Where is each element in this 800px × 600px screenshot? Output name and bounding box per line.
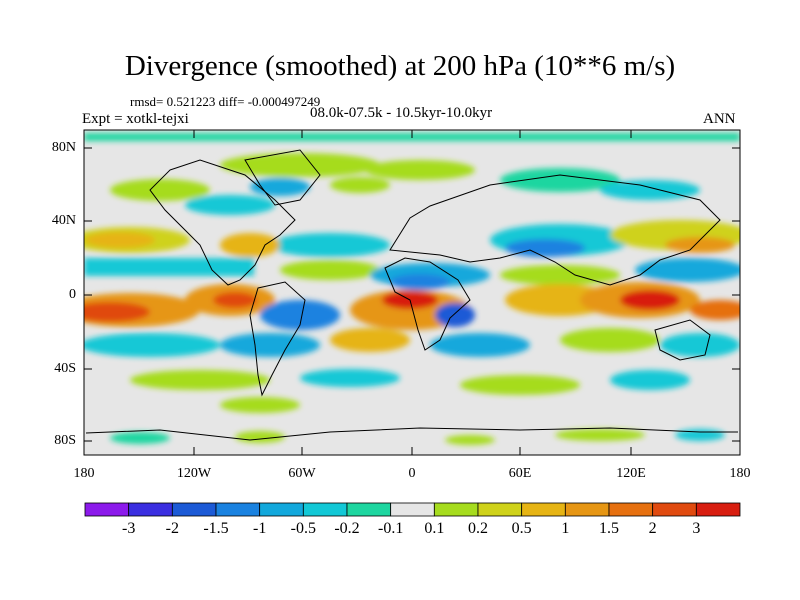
colorbar-label: 3 xyxy=(692,520,701,537)
lon-label-180e: 180 xyxy=(729,466,751,481)
lat-label-80s: 80S xyxy=(54,433,76,448)
axis-ticks xyxy=(84,130,740,455)
colorbar-swatch xyxy=(215,502,261,517)
colorbar xyxy=(84,502,741,517)
colorbar-swatch xyxy=(128,502,173,517)
lon-label-120e: 120E xyxy=(616,466,646,481)
colorbar-label: 0.1 xyxy=(424,520,445,537)
colorbar-swatch xyxy=(302,502,348,517)
colorbar-label: 1.5 xyxy=(599,520,619,537)
lon-label-60e: 60E xyxy=(508,466,532,481)
lat-label-40n: 40N xyxy=(51,213,76,228)
colorbar-swatch xyxy=(477,502,523,517)
lon-label-120w: 120W xyxy=(176,466,212,481)
colorbar-swatch xyxy=(171,502,217,517)
colorbar-swatch xyxy=(608,502,654,517)
lon-label-60w: 60W xyxy=(288,466,316,481)
lon-label-180w: 180 xyxy=(73,466,95,481)
colorbar-swatch xyxy=(652,502,697,517)
colorbar-swatch xyxy=(346,502,392,517)
colorbar-swatch xyxy=(521,502,566,517)
colorbar-label: 0.5 xyxy=(511,520,532,537)
colorbar-swatch xyxy=(433,502,479,517)
colorbar-swatch xyxy=(259,502,304,517)
colorbar-swatch xyxy=(84,502,130,517)
colorbar-label: -0.2 xyxy=(334,520,360,537)
lat-label-80n: 80N xyxy=(51,140,76,155)
period-label: 08.0k-07.5k - 10.5kyr-10.0kyr xyxy=(310,105,493,121)
divergence-field xyxy=(84,130,740,455)
colorbar-label: -3 xyxy=(121,520,136,537)
colorbar-label: -1.5 xyxy=(203,520,229,537)
colorbar-label: 0.2 xyxy=(468,520,488,537)
lat-label-eq: 0 xyxy=(69,287,76,302)
plot-title: Divergence (smoothed) at 200 hPa (10**6 … xyxy=(124,50,676,82)
colorbar-label: -2 xyxy=(165,520,179,537)
lon-label-0: 0 xyxy=(408,466,416,481)
coastlines xyxy=(85,149,738,441)
experiment-label: Expt = xotkl-tejxi xyxy=(82,111,189,127)
colorbar-label: -0.1 xyxy=(377,520,404,537)
colorbar-swatch xyxy=(390,502,435,517)
colorbar-label: 2 xyxy=(648,520,657,537)
colorbar-swatch xyxy=(564,502,610,517)
lat-label-40s: 40S xyxy=(54,361,76,376)
colorbar-swatch xyxy=(695,502,741,517)
rmsd-stats: rmsd= 0.521223 diff= -0.000497249 xyxy=(130,94,321,109)
colorbar-label: -0.5 xyxy=(290,520,316,537)
colorbar-label: 1 xyxy=(561,520,570,537)
season-label: ANN xyxy=(703,111,736,127)
colorbar-label: -1 xyxy=(252,520,267,537)
